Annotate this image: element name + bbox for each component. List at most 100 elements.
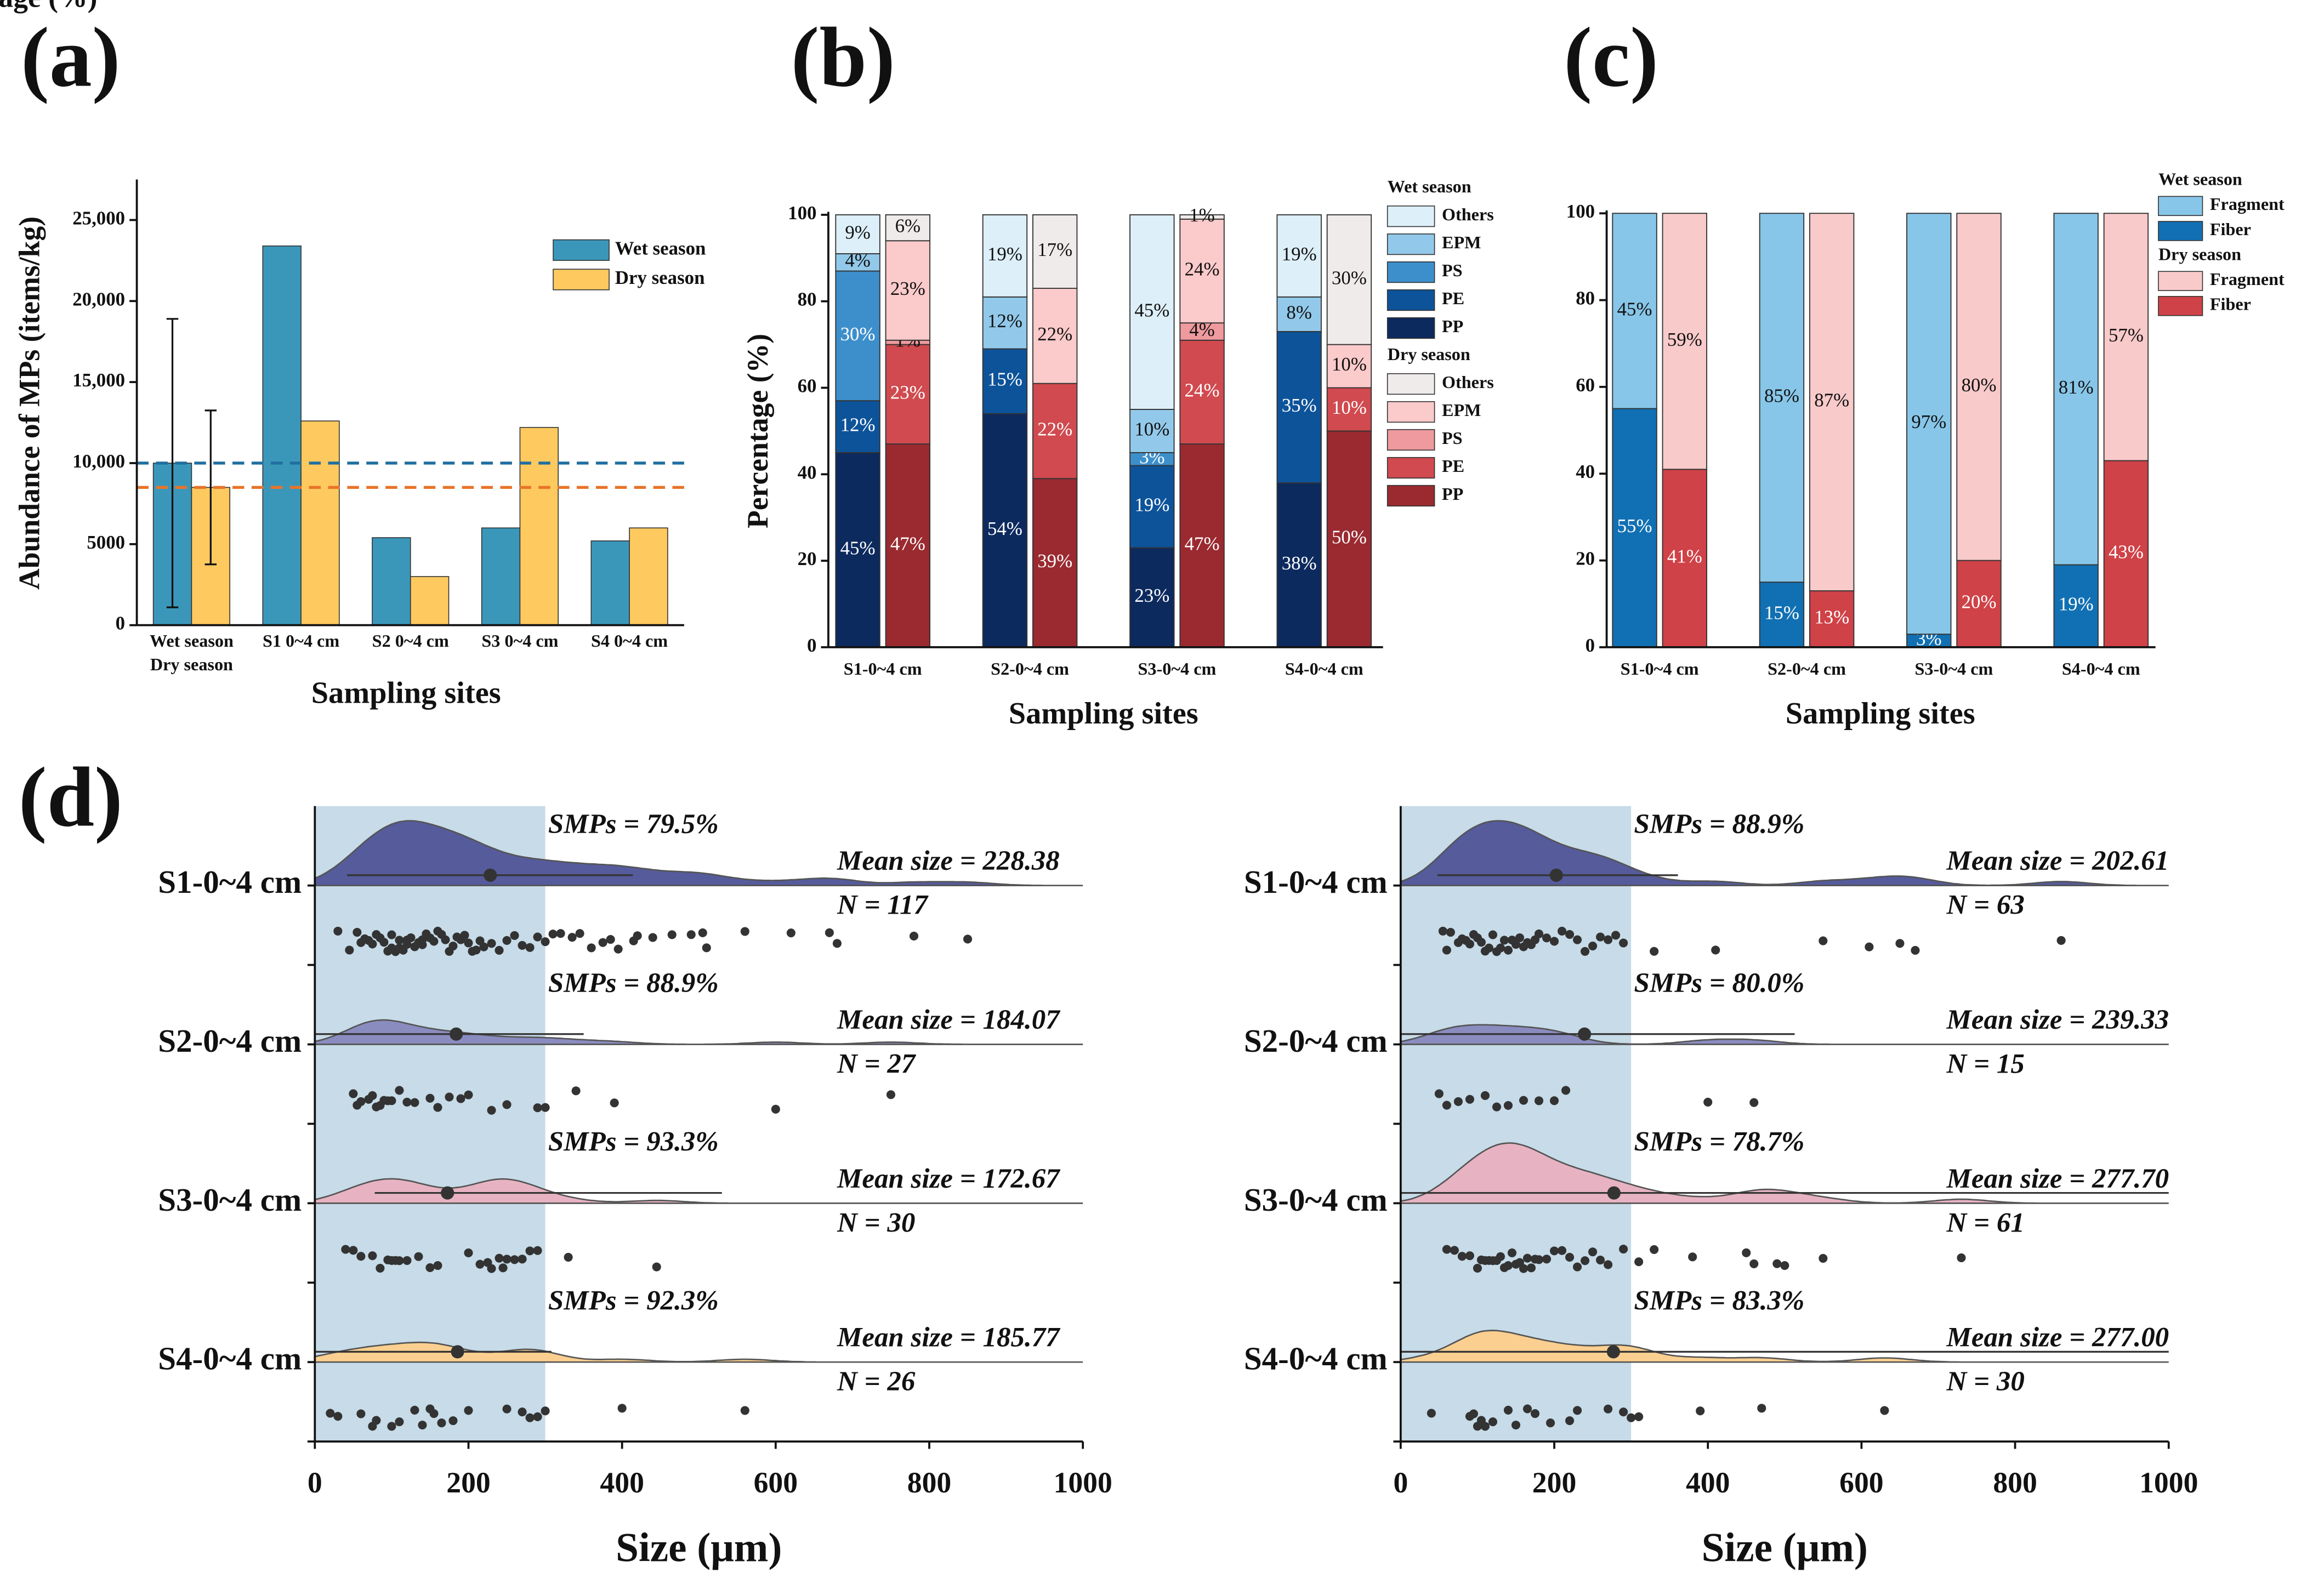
data-point <box>1819 1253 1828 1263</box>
mean-marker <box>1606 1345 1620 1359</box>
mean-marker <box>1549 868 1563 882</box>
data-point <box>1711 945 1720 955</box>
data-point <box>1561 1086 1571 1095</box>
legend-swatch <box>1387 485 1435 507</box>
bar-segment <box>982 296 1028 350</box>
data-point <box>1484 943 1494 953</box>
y-tick-label: 0 <box>116 613 125 634</box>
x-tick-label: S4 0~4 cm <box>591 631 668 651</box>
bar-segment <box>885 344 931 445</box>
legend-label: Dry season <box>615 267 705 288</box>
legend-label: PE <box>1442 456 1464 476</box>
data-point <box>1519 1264 1528 1273</box>
data-point <box>433 1103 442 1112</box>
data-point <box>341 1245 350 1254</box>
legend-swatch <box>2158 296 2203 316</box>
data-point <box>1604 935 1613 944</box>
data-label: 17% <box>1037 239 1072 260</box>
data-label: 50% <box>1332 527 1367 548</box>
smps-label: SMPs = 92.3% <box>548 1286 719 1316</box>
data-label: 45% <box>840 537 876 558</box>
data-label: 12% <box>987 310 1022 332</box>
data-point <box>441 935 450 944</box>
legend-group-title: Dry season <box>2158 244 2241 264</box>
data-point <box>395 1256 404 1266</box>
mean-marker <box>441 1186 454 1200</box>
data-point <box>1573 1406 1582 1415</box>
x-axis-title: Size (μm) <box>616 1525 782 1571</box>
data-label: 39% <box>1037 550 1072 572</box>
y-tick-label: 5000 <box>87 532 125 553</box>
panel-label: (c) <box>1564 10 1658 105</box>
legend-group-title: Wet season <box>2158 169 2242 189</box>
data-point <box>1604 1404 1613 1413</box>
y-tick-label: 40 <box>1576 461 1595 482</box>
data-point <box>510 931 519 941</box>
mean-marker <box>451 1345 464 1359</box>
data-label: 10% <box>1332 397 1367 418</box>
legend-label: Others <box>1442 372 1494 392</box>
data-point <box>402 1097 412 1107</box>
bar <box>590 540 630 626</box>
bar-segment <box>1276 482 1322 648</box>
data-point <box>1588 942 1598 951</box>
data-point <box>1507 1248 1517 1258</box>
data-point <box>556 929 565 938</box>
data-point <box>1819 936 1828 945</box>
data-label: 8% <box>1286 301 1312 323</box>
data-label: 41% <box>1667 546 1702 567</box>
data-point <box>502 1404 512 1413</box>
y-tick-label: 60 <box>1576 374 1595 396</box>
x-tick-label: S1-0~4 cm <box>844 659 922 679</box>
data-point <box>445 1092 454 1102</box>
bar-segment <box>885 214 931 242</box>
smps-label: SMPs = 83.3% <box>1634 1286 1804 1316</box>
data-point <box>410 1405 419 1415</box>
data-point <box>571 1086 581 1096</box>
x-tick-label: S3 0~4 cm <box>481 631 558 651</box>
mean-label: Mean size = 202.61 <box>1946 846 2169 876</box>
x-tick-label: S3-0~4 cm <box>1138 659 1217 679</box>
bar-segment <box>835 400 880 453</box>
density-cloud <box>314 1178 1083 1204</box>
data-point <box>402 940 412 949</box>
data-point <box>479 942 488 951</box>
y-tick-label: 20,000 <box>72 288 125 310</box>
data-point <box>533 932 542 942</box>
mean-marker <box>484 868 497 882</box>
data-label: 22% <box>1037 323 1072 345</box>
bar-segment <box>1179 218 1225 324</box>
n-label: N = 117 <box>837 890 929 921</box>
data-label: 23% <box>890 381 925 403</box>
data-point <box>1557 926 1567 936</box>
x-tick-label: S4-0~4 cm <box>1285 659 1363 679</box>
bar-segment <box>1809 213 1855 591</box>
data-point <box>1442 1245 1451 1254</box>
legend-swatch <box>553 269 610 290</box>
density-cloud <box>314 820 1083 887</box>
bar-segment <box>1662 469 1708 648</box>
data-point <box>652 1262 661 1272</box>
data-point <box>1596 1255 1605 1265</box>
data-point <box>667 930 677 939</box>
data-label: 19% <box>1134 494 1169 515</box>
bar-segment <box>1612 213 1657 409</box>
data-point <box>1549 1246 1559 1256</box>
legend-swatch <box>1387 429 1435 451</box>
data-point <box>1588 1247 1598 1257</box>
row-label: S1-0~4 cm <box>1244 864 1388 900</box>
data-point <box>1634 1412 1644 1421</box>
smps-label: SMPs = 88.9% <box>1634 809 1804 840</box>
mean-marker <box>450 1027 463 1041</box>
n-label: N = 61 <box>1946 1207 2025 1238</box>
density-cloud <box>314 1019 1083 1045</box>
y-tick-label: 80 <box>1576 288 1595 309</box>
data-label: 47% <box>1185 533 1220 555</box>
x-tick-label: 0 <box>1393 1466 1408 1499</box>
data-point <box>414 1252 423 1261</box>
data-point <box>387 1422 396 1431</box>
data-point <box>518 941 527 950</box>
data-point <box>387 930 396 939</box>
data-point <box>740 927 749 936</box>
